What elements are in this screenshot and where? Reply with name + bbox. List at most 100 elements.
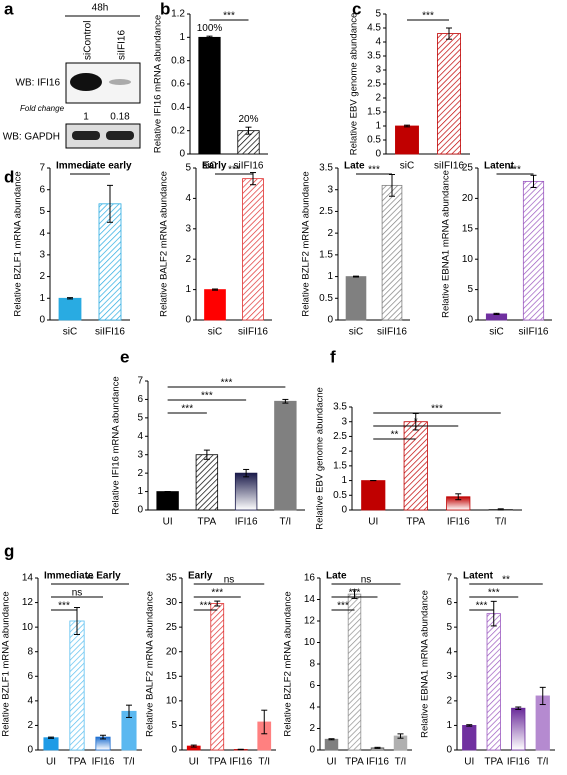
panel-label: e xyxy=(120,347,129,366)
y-tick-label: 1 xyxy=(185,284,191,295)
y-axis-label: Relative EBNA1 mRNA abundance xyxy=(420,590,431,738)
bar xyxy=(234,472,258,511)
y-tick-label: 2 xyxy=(137,468,143,479)
significance-label: ns xyxy=(72,588,83,599)
y-tick-label: 5 xyxy=(137,412,143,423)
bar xyxy=(361,480,386,511)
y-axis-label: Relative BALF2 mRNA abundance xyxy=(159,171,170,317)
bar xyxy=(522,180,545,321)
chart: Latent 0 5 10 15 20 25 Relative EBNA1 mRNA abun… xyxy=(441,161,552,338)
x-tick-label: IFI16 xyxy=(366,757,389,768)
y-tick-label: 7 xyxy=(39,163,45,174)
y-tick-label: 0.5 xyxy=(333,490,347,501)
y-axis-label: Relative EBV genome abundance xyxy=(349,13,360,156)
y-tick-label: 8 xyxy=(309,659,315,670)
error-bar xyxy=(328,738,335,741)
chart: c 0 0.5 1 1.5 2 2.5 3 3.5 4 4.5 5 Relative EBV genom… xyxy=(349,0,470,172)
error-bar xyxy=(353,275,359,278)
y-axis-label: Relative BZLF2 mRNA abundance xyxy=(283,591,294,736)
x-tick-label: T/I xyxy=(537,757,549,768)
blot-band xyxy=(106,131,134,140)
panel-label: c xyxy=(352,0,361,18)
blot-label: WB: IFI16 xyxy=(16,78,61,89)
y-tick-label: 4 xyxy=(375,37,381,48)
error-bar xyxy=(48,736,54,739)
y-tick-label: 2.5 xyxy=(319,206,333,217)
y-tick-label: 12 xyxy=(304,616,316,627)
chart: Late 0 0.5 1 1.5 2 2.5 3 3.5 Relative BZLF2 mRNA … xyxy=(301,161,410,338)
x-tick-label: siC xyxy=(349,327,363,338)
y-tick-label: 1 xyxy=(446,720,452,731)
blot-band xyxy=(72,131,100,140)
error-bar xyxy=(539,686,546,706)
chart: e 0 1 2 3 4 5 6 7 Relative IFI16 mRNA abundance UI… xyxy=(111,347,305,528)
significance-label: *** xyxy=(223,11,235,22)
significance-label: *** xyxy=(422,11,434,22)
significance-label: *** xyxy=(181,404,193,415)
error-bar xyxy=(243,468,250,478)
x-tick-label: siIFI16 xyxy=(238,327,268,338)
y-tick-label: 20 xyxy=(462,193,474,204)
y-tick-label: 12 xyxy=(22,597,34,608)
y-tick-label: 3 xyxy=(341,416,347,427)
significance-label: *** xyxy=(211,588,223,599)
significance-label: *** xyxy=(349,588,361,599)
chart: f 0 0.5 1 1.5 2 2.5 3 3.5 Relative EBV genome abu… xyxy=(315,347,522,530)
significance-label: ** xyxy=(391,430,399,441)
blot-band xyxy=(109,79,131,85)
bar xyxy=(462,725,477,751)
x-tick-label: T/I xyxy=(280,517,292,528)
x-tick-label: IFI16 xyxy=(229,757,252,768)
y-tick-label: 10 xyxy=(462,254,474,265)
y-tick-label: 5 xyxy=(467,284,473,295)
y-axis-label: Relative BZLF2 mRNA abundance xyxy=(301,171,312,316)
error-bar xyxy=(67,297,73,300)
error-bar xyxy=(245,126,252,135)
y-tick-label: 10 xyxy=(304,637,316,648)
y-tick-label: 2 xyxy=(27,720,33,731)
error-bar xyxy=(374,746,381,749)
significance-label: *** xyxy=(509,165,521,176)
y-tick-label: 14 xyxy=(22,573,34,584)
chart-title: Latent xyxy=(484,161,515,172)
bar xyxy=(210,603,225,751)
y-tick-label: 0 xyxy=(27,745,33,756)
significance-label: ns xyxy=(361,575,372,586)
x-tick-label: TPA xyxy=(198,517,217,528)
y-axis-label: Relative BZLF1 mRNA abundance xyxy=(13,171,24,316)
significance-label: *** xyxy=(368,165,380,176)
y-tick-label: 5 xyxy=(446,622,452,633)
chart: g Immediate Early 0 2 4 6 8 10 12 14 Relative BZLF… xyxy=(1,541,142,768)
chart-title: Early xyxy=(202,161,227,172)
x-tick-label: siIFI16 xyxy=(233,161,263,172)
y-tick-label: 20 xyxy=(166,646,178,657)
x-tick-label: IFI16 xyxy=(92,757,115,768)
x-tick-label: IFI16 xyxy=(235,517,258,528)
y-tick-label: 25 xyxy=(166,622,178,633)
y-tick-label: 14 xyxy=(304,594,316,605)
y-tick-label: 3 xyxy=(446,671,452,682)
panel-label: b xyxy=(160,0,170,18)
y-tick-label: 1 xyxy=(179,32,185,43)
y-tick-label: 2 xyxy=(39,271,45,282)
y-tick-label: 1.5 xyxy=(319,249,333,260)
y-tick-label: 2 xyxy=(327,228,333,239)
y-tick-label: 0 xyxy=(185,315,191,326)
significance-label: * xyxy=(414,417,418,428)
time-label: 48h xyxy=(92,3,109,14)
x-tick-label: UI xyxy=(368,517,378,528)
blot-label: WB: GAPDH xyxy=(3,132,60,143)
y-tick-label: 0 xyxy=(341,505,347,516)
error-bar xyxy=(107,184,113,223)
x-tick-label: siC xyxy=(400,161,414,172)
significance-label: ** xyxy=(86,575,94,586)
x-tick-label: UI xyxy=(327,757,337,768)
y-tick-label: 1 xyxy=(327,271,333,282)
x-tick-label: T/I xyxy=(258,757,270,768)
x-tick-label: IFI16 xyxy=(447,517,470,528)
y-tick-label: 3.5 xyxy=(333,402,347,413)
blot-panel: a 48h siControl siIFI16 WB: IFI16 Fold c… xyxy=(3,0,141,149)
y-tick-label: 1.2 xyxy=(171,9,185,20)
fold-value: 0.18 xyxy=(110,112,130,123)
bar xyxy=(195,454,219,511)
